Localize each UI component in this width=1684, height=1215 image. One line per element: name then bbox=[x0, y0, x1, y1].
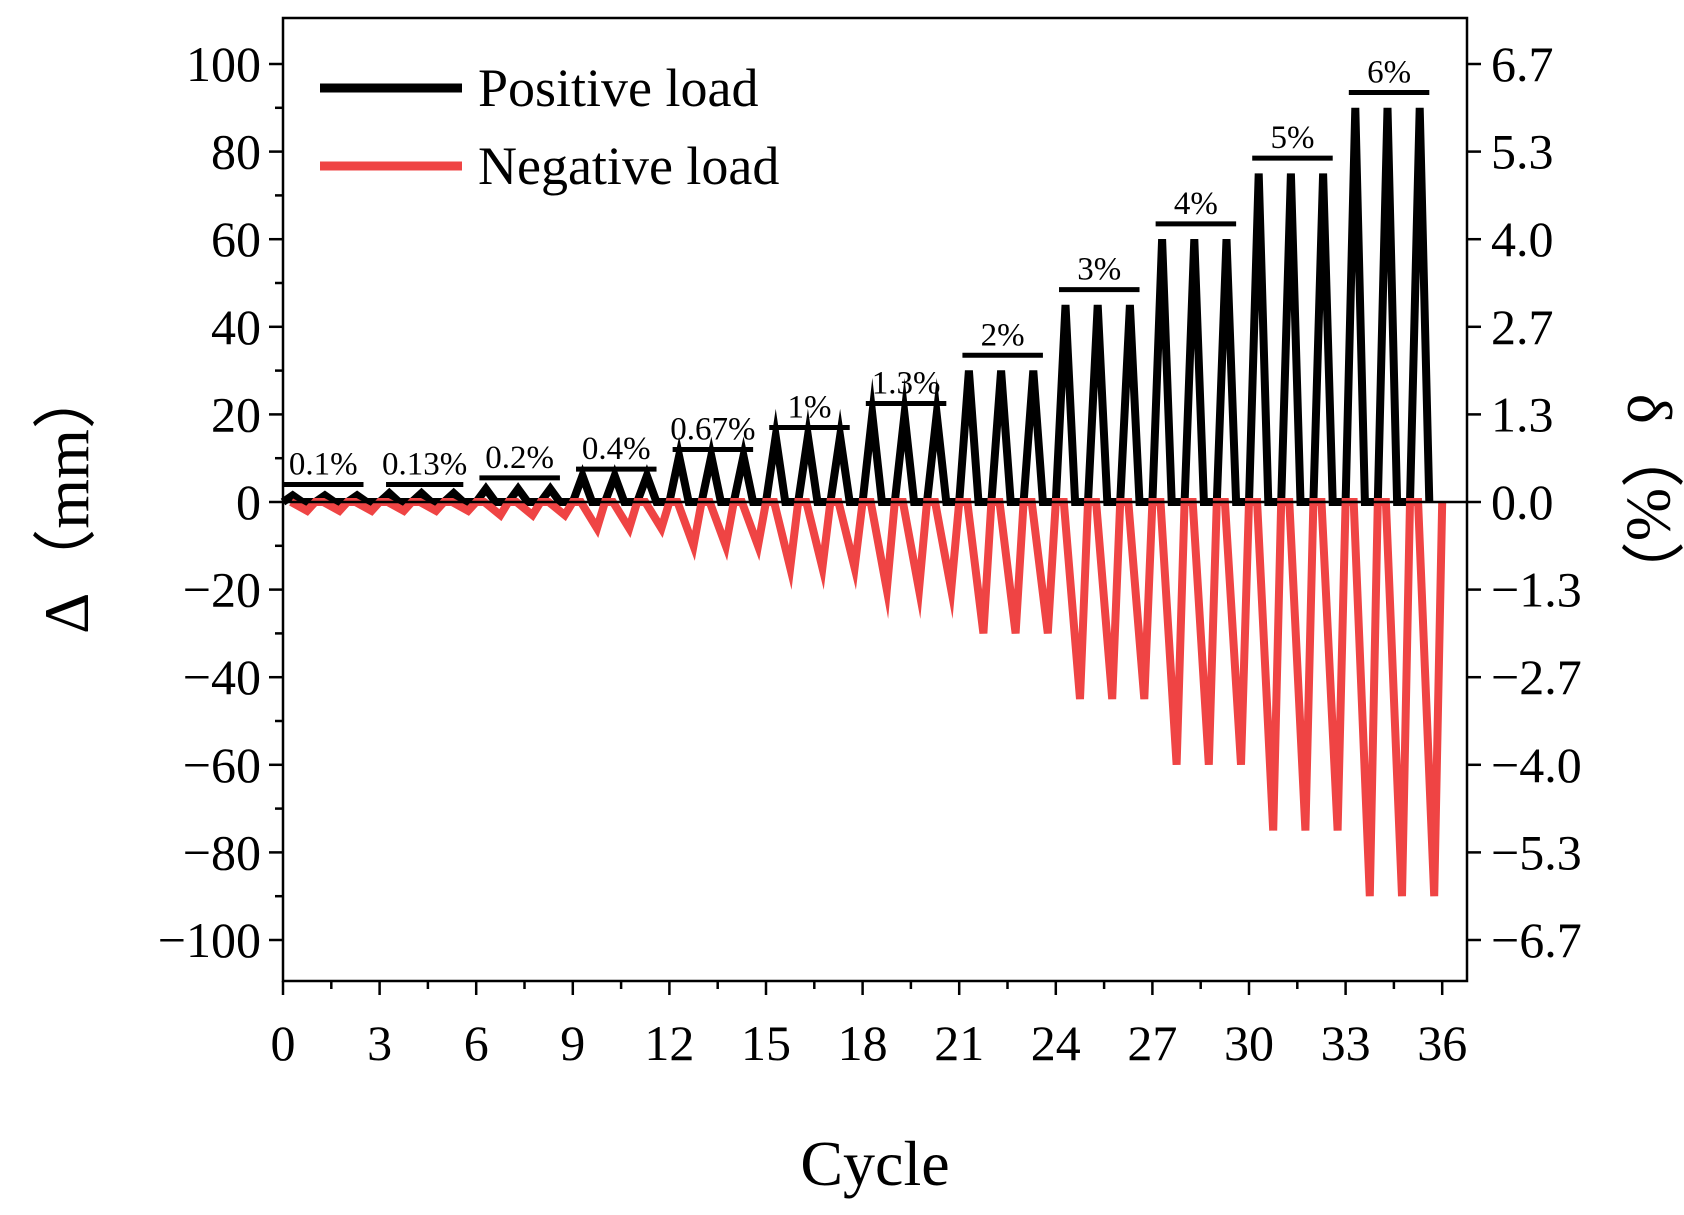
y2-tick-label: −5.3 bbox=[1491, 824, 1582, 880]
annotation-label: 0.67% bbox=[670, 411, 755, 447]
y-tick-label: −40 bbox=[183, 649, 261, 705]
y-tick-label: 80 bbox=[211, 124, 261, 180]
annotation-label: 1% bbox=[787, 390, 831, 426]
y2-tick-label: −1.3 bbox=[1491, 562, 1582, 618]
y-tick-label: −100 bbox=[158, 912, 261, 968]
x-tick-label: 36 bbox=[1417, 1015, 1467, 1071]
x-tick-label: 24 bbox=[1031, 1015, 1081, 1071]
y2-tick-label: 1.3 bbox=[1491, 386, 1554, 442]
y-tick-label: −20 bbox=[183, 562, 261, 618]
x-tick-label: 9 bbox=[560, 1015, 585, 1071]
y-tick-label: 60 bbox=[211, 211, 261, 267]
annotation-label: 6% bbox=[1367, 54, 1411, 90]
y2-tick-label: 5.3 bbox=[1491, 124, 1554, 180]
legend-label-negative: Negative load bbox=[478, 136, 779, 196]
annotation-label: 0.4% bbox=[582, 431, 651, 467]
y2-tick-label: −6.7 bbox=[1491, 912, 1582, 968]
y2-tick-label: −4.0 bbox=[1491, 737, 1582, 793]
y-tick-label: 20 bbox=[211, 386, 261, 442]
y-axis-title: Δ（mm） bbox=[31, 365, 102, 634]
x-tick-label: 33 bbox=[1321, 1015, 1371, 1071]
y-tick-label: −80 bbox=[183, 824, 261, 880]
series-line-negative bbox=[289, 498, 1447, 897]
x-tick-label: 6 bbox=[464, 1015, 489, 1071]
y-tick-label: 40 bbox=[211, 299, 261, 355]
y-tick-label: 100 bbox=[186, 36, 261, 92]
y2-tick-label: 2.7 bbox=[1491, 299, 1554, 355]
x-tick-label: 27 bbox=[1127, 1015, 1177, 1071]
annotation-label: 0.1% bbox=[289, 446, 358, 482]
annotation-label: 5% bbox=[1270, 120, 1314, 156]
y-tick-label: −60 bbox=[183, 737, 261, 793]
y2-tick-label: 0.0 bbox=[1491, 474, 1554, 530]
annotation-label: 0.2% bbox=[485, 440, 554, 476]
legend-label-positive: Positive load bbox=[478, 58, 759, 118]
x-tick-label: 3 bbox=[367, 1015, 392, 1071]
x-tick-label: 21 bbox=[934, 1015, 984, 1071]
y-tick-label: 0 bbox=[236, 474, 261, 530]
plot-frame bbox=[281, 16, 1469, 983]
annotation-label: 2% bbox=[981, 317, 1025, 353]
y2-tick-label: 6.7 bbox=[1491, 36, 1554, 92]
x-axis-title: Cycle bbox=[800, 1128, 949, 1199]
x-tick-label: 0 bbox=[271, 1015, 296, 1071]
x-tick-label: 12 bbox=[644, 1015, 694, 1071]
annotation-label: 3% bbox=[1077, 252, 1121, 288]
annotation-label: 1.3% bbox=[872, 365, 941, 401]
x-tick-label: 15 bbox=[741, 1015, 791, 1071]
y2-axis-title: δ（%） bbox=[1614, 394, 1684, 605]
annotation-label: 4% bbox=[1174, 186, 1218, 222]
annotation-label: 0.13% bbox=[382, 446, 467, 482]
x-tick-label: 30 bbox=[1224, 1015, 1274, 1071]
y2-tick-label: −2.7 bbox=[1491, 649, 1582, 705]
x-tick-label: 18 bbox=[838, 1015, 888, 1071]
y2-tick-label: 4.0 bbox=[1491, 211, 1554, 267]
